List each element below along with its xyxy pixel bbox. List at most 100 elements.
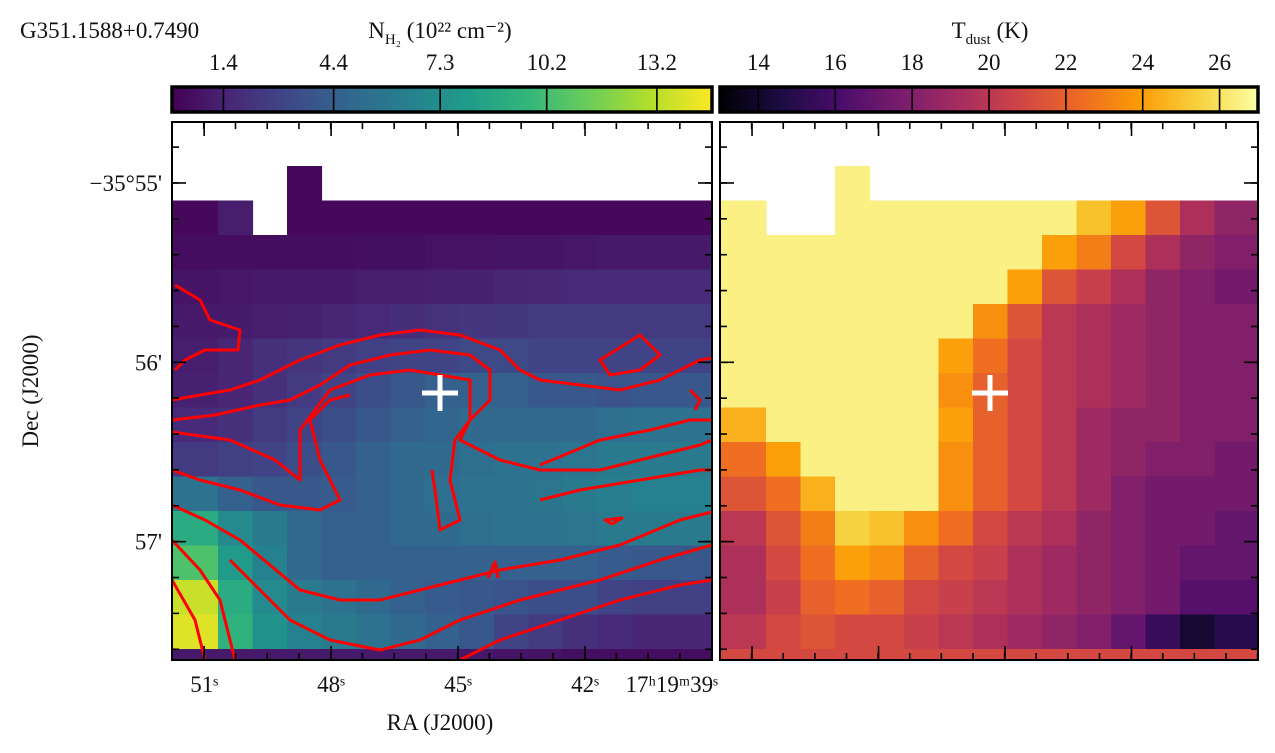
pixel bbox=[494, 200, 530, 236]
pixel bbox=[973, 580, 1009, 616]
pixel bbox=[1111, 614, 1147, 650]
pixel bbox=[563, 373, 599, 409]
contour bbox=[459, 578, 712, 660]
pixel bbox=[218, 304, 254, 340]
contour bbox=[172, 348, 712, 472]
pixel bbox=[390, 476, 426, 512]
pixel bbox=[218, 200, 254, 236]
pixel bbox=[1180, 511, 1216, 547]
pixel bbox=[1111, 200, 1147, 236]
pixel bbox=[800, 338, 836, 374]
pixel bbox=[1076, 304, 1112, 340]
pixel bbox=[666, 235, 702, 271]
pixel bbox=[720, 373, 733, 409]
pixel bbox=[494, 649, 530, 660]
colorbar-frame bbox=[170, 85, 714, 114]
pixel bbox=[1180, 407, 1216, 443]
pixel bbox=[1007, 580, 1043, 616]
pixel bbox=[701, 304, 712, 340]
pixel bbox=[666, 649, 702, 660]
colorbar bbox=[172, 87, 712, 112]
pixel bbox=[597, 649, 633, 660]
pixel bbox=[938, 511, 974, 547]
pixel bbox=[720, 442, 733, 478]
pixel bbox=[218, 614, 254, 650]
pixel bbox=[938, 200, 974, 236]
pixel bbox=[1111, 373, 1147, 409]
pixel bbox=[252, 511, 288, 547]
pixel bbox=[766, 476, 802, 512]
colorbar-tick-label: 18 bbox=[901, 50, 924, 75]
pixel bbox=[172, 442, 185, 478]
pixel bbox=[1249, 476, 1258, 512]
pixel bbox=[731, 614, 767, 650]
pixel bbox=[701, 580, 712, 616]
pixel bbox=[1042, 511, 1078, 547]
pixel bbox=[1007, 476, 1043, 512]
pixel bbox=[1214, 649, 1250, 660]
pixel bbox=[356, 511, 392, 547]
pixel bbox=[731, 407, 767, 443]
pixel bbox=[835, 373, 871, 409]
pixel bbox=[1214, 338, 1250, 374]
pixel bbox=[1076, 476, 1112, 512]
pixel bbox=[731, 200, 767, 236]
pixel bbox=[494, 373, 530, 409]
colorbar-label: Tdust (K) bbox=[952, 18, 1029, 48]
pixel bbox=[904, 235, 940, 271]
pixel bbox=[1180, 476, 1216, 512]
pixel bbox=[1007, 235, 1043, 271]
pixel bbox=[701, 407, 712, 443]
pixel bbox=[1145, 304, 1181, 340]
pixel bbox=[869, 407, 905, 443]
pixel bbox=[720, 476, 733, 512]
pixel bbox=[835, 338, 871, 374]
pixel bbox=[800, 269, 836, 305]
pixel bbox=[425, 338, 461, 374]
pixel bbox=[1042, 407, 1078, 443]
pixel bbox=[218, 545, 254, 581]
pixel bbox=[869, 649, 905, 660]
pixel bbox=[390, 580, 426, 616]
pixel bbox=[252, 614, 288, 650]
pixel bbox=[1214, 545, 1250, 581]
pixel bbox=[390, 373, 426, 409]
pixel bbox=[766, 407, 802, 443]
pixel bbox=[800, 511, 836, 547]
x-tick-label: 17ʰ19ᵐ39ˢ bbox=[625, 672, 718, 697]
pixel bbox=[720, 580, 733, 616]
label-rest: (10²² cm⁻²) bbox=[401, 18, 512, 43]
pixel bbox=[731, 373, 767, 409]
pixel bbox=[800, 407, 836, 443]
pixel bbox=[720, 511, 733, 547]
colorbar-frame bbox=[718, 85, 1260, 114]
pixel bbox=[494, 235, 530, 271]
pixel bbox=[356, 649, 392, 660]
pixel bbox=[390, 407, 426, 443]
pixel bbox=[172, 614, 185, 650]
pixel bbox=[666, 614, 702, 650]
pixel bbox=[321, 304, 357, 340]
x-tick-label: 48ˢ bbox=[317, 672, 345, 697]
pixel bbox=[835, 442, 871, 478]
pixel bbox=[1249, 235, 1258, 271]
pixel bbox=[1042, 304, 1078, 340]
pixel bbox=[1214, 269, 1250, 305]
pixel bbox=[973, 235, 1009, 271]
pixel bbox=[731, 235, 767, 271]
pixel bbox=[1076, 649, 1112, 660]
pixel bbox=[597, 442, 633, 478]
pixel bbox=[869, 614, 905, 650]
colorbar-tick-label: 1.4 bbox=[209, 50, 238, 75]
pixel bbox=[356, 235, 392, 271]
pixel bbox=[1249, 269, 1258, 305]
pixel bbox=[1145, 373, 1181, 409]
pixel bbox=[869, 476, 905, 512]
pixel bbox=[869, 235, 905, 271]
pixel bbox=[869, 338, 905, 374]
contour bbox=[172, 579, 207, 660]
pixel bbox=[494, 476, 530, 512]
contour bbox=[173, 283, 242, 372]
pixel bbox=[597, 200, 633, 236]
label-base: T bbox=[952, 18, 966, 43]
